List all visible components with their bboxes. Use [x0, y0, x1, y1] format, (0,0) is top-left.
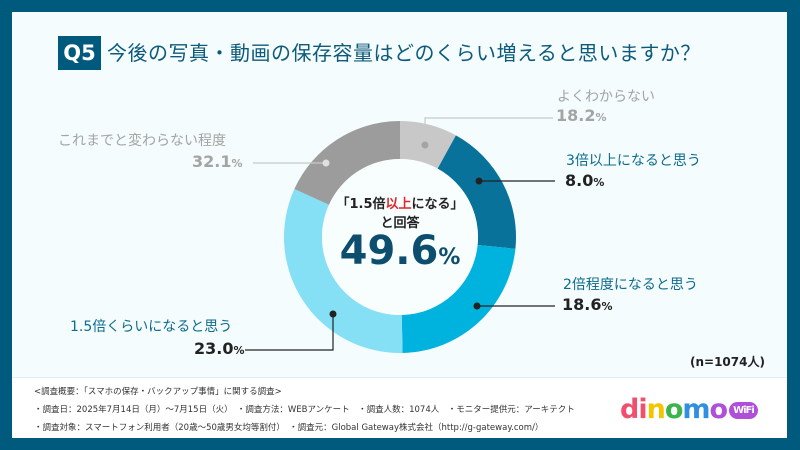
donut-slice [284, 189, 403, 353]
center-value: 49.6% [339, 228, 461, 274]
footer-line2: ・調査日：2025年7月14日（月）〜7月15日（火） ・調査方法：WEBアンケ… [34, 405, 575, 415]
label-3x: 3倍以上になると思う [566, 153, 701, 169]
leader-dot [421, 141, 429, 149]
sample-size: (n=1074人) [690, 355, 765, 369]
center-caption-line2: と回答 [380, 216, 420, 231]
donut-slice [294, 121, 400, 205]
footer-line1: <調査概要：「スマホの保存・バックアップ事情」に関する調査> [34, 387, 282, 397]
value-1_5x: 23.0% [194, 339, 245, 358]
value-unknown: 18.2% [556, 106, 607, 125]
label-2x: 2倍程度になると思う [563, 277, 698, 293]
donut-hole [322, 159, 478, 315]
leader-dot [322, 159, 330, 167]
center-caption-line1: 「1.5倍以上になる」 [336, 197, 464, 212]
question-title: 今後の写真・動画の保存容量はどのくらい増えると思いますか？ [107, 41, 701, 65]
donut-slice [437, 135, 516, 249]
dinomo-wifi-logo: dinomo WiFi [620, 394, 758, 425]
label-same: これまでと変わらない程度 [58, 133, 226, 149]
footer-line3: ・調査対象：スマートフォン利用者（20歳〜50歳男女均等割付） ・調査元：Glo… [34, 423, 544, 433]
question-number: Q5 [58, 36, 101, 70]
label-unknown: よくわからない [557, 89, 655, 105]
footer-panel [12, 377, 787, 438]
leader-dot [329, 310, 337, 318]
leader-line [245, 314, 334, 351]
leader-dot [475, 177, 483, 185]
value-2x: 18.6% [562, 295, 613, 314]
leader-line [424, 117, 553, 145]
donut-slice [401, 244, 516, 353]
value-3x: 8.0% [565, 171, 605, 190]
value-same: 32.1% [192, 152, 243, 171]
label-1_5x: 1.5倍くらいになると思う [70, 319, 233, 335]
leader-dot [473, 302, 481, 310]
